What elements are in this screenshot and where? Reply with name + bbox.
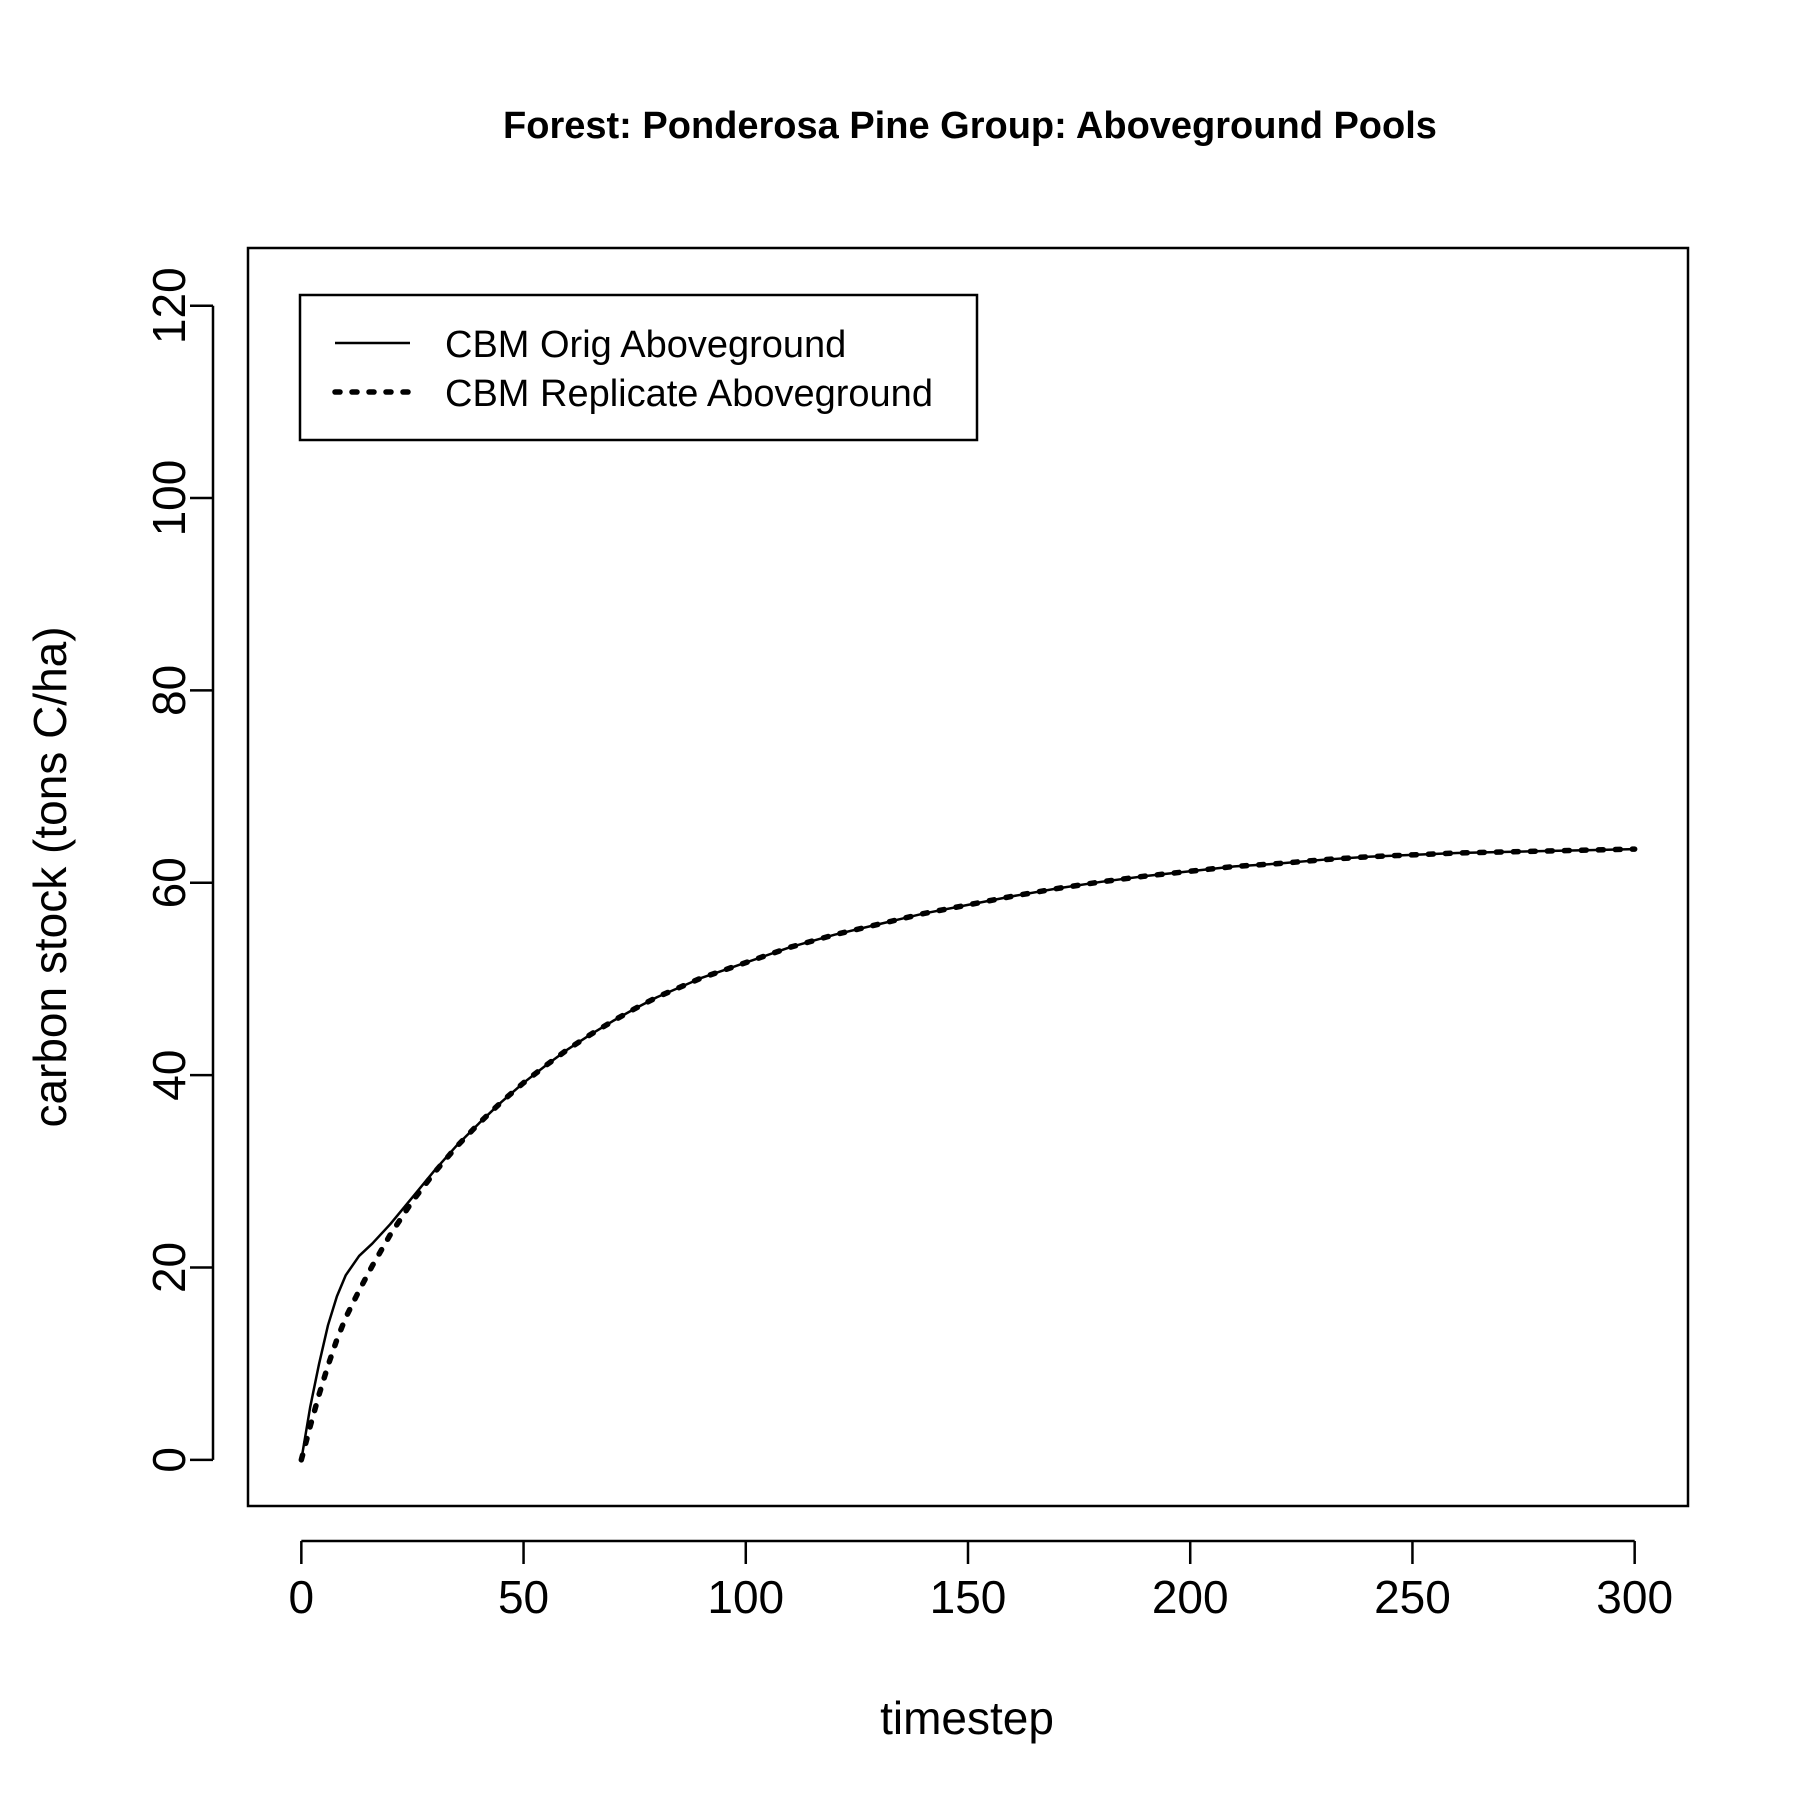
legend: CBM Orig Aboveground CBM Replicate Above…: [298, 293, 979, 442]
y-tick-label-3: 60: [143, 857, 195, 908]
x-axis: 0 50 100 150 200 250 300: [289, 1539, 1673, 1623]
x-tick-label-4: 200: [1152, 1571, 1229, 1623]
plot-frame: [246, 246, 1690, 1508]
y-tick-label-5: 100: [143, 460, 195, 537]
legend-label-orig: CBM Orig Aboveground: [445, 324, 846, 366]
x-tick-label-3: 150: [930, 1571, 1007, 1623]
y-tick-label-1: 20: [143, 1242, 195, 1293]
y-axis: 0 20 40 60 80 100 120: [143, 267, 215, 1473]
chart-title: Forest: Ponderosa Pine Group: Abovegroun…: [503, 105, 1437, 147]
y-tick-label-6: 120: [143, 267, 195, 344]
y-tick-label-0: 0: [143, 1447, 195, 1473]
y-tick-label-4: 80: [143, 665, 195, 716]
legend-label-replicate: CBM Replicate Aboveground: [445, 373, 933, 415]
series-line-1: [298, 846, 1638, 1463]
x-axis-label: timestep: [880, 1692, 1054, 1744]
y-axis-label: carbon stock (tons C/ha): [24, 626, 76, 1127]
series-layer: [298, 846, 1638, 1463]
x-tick-label-2: 100: [707, 1571, 784, 1623]
x-tick-label-0: 0: [289, 1571, 315, 1623]
x-tick-label-6: 300: [1596, 1571, 1673, 1623]
x-tick-label-5: 250: [1374, 1571, 1451, 1623]
y-tick-label-2: 40: [143, 1050, 195, 1101]
x-tick-label-1: 50: [498, 1571, 549, 1623]
legend-box: [298, 293, 979, 442]
